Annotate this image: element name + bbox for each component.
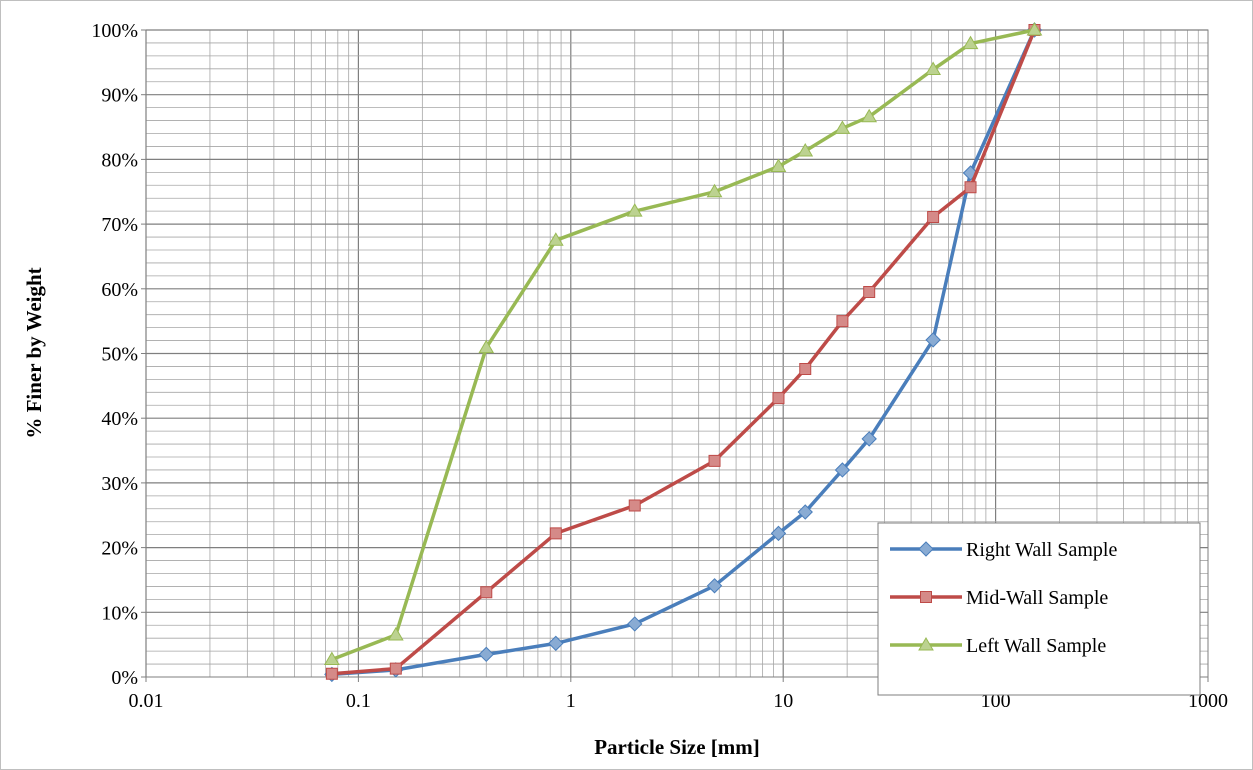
data-point	[389, 662, 402, 675]
data-point	[478, 646, 494, 663]
data-point	[626, 203, 643, 217]
legend-marker-left-wall	[918, 637, 934, 651]
y-tick-label: 90%	[101, 85, 138, 107]
legend-entry-left-wall: Left Wall Sample	[890, 635, 1106, 657]
y-axis-title: % Finer by Weight	[22, 267, 46, 438]
data-point	[387, 626, 404, 641]
series-left-wall	[323, 22, 1043, 666]
y-tick-label: 50%	[101, 344, 138, 366]
data-point	[548, 635, 564, 652]
series-right-wall	[324, 22, 1043, 683]
data-point	[772, 392, 785, 405]
legend-entry-right-wall: Right Wall Sample	[890, 539, 1117, 561]
data-point	[836, 315, 849, 328]
legend-entry-mid-wall: Mid-Wall Sample	[890, 587, 1108, 609]
data-point	[861, 431, 877, 447]
legend-label-mid-wall: Mid-Wall Sample	[966, 587, 1108, 609]
data-point	[323, 651, 340, 666]
y-tick-label: 0%	[111, 667, 138, 689]
data-point	[861, 108, 878, 123]
y-tick-label: 80%	[101, 149, 138, 171]
y-tick-label: 70%	[101, 214, 138, 236]
data-point	[964, 181, 977, 194]
legend-label-right-wall: Right Wall Sample	[966, 539, 1117, 561]
x-axis-title: Particle Size [mm]	[594, 735, 760, 759]
data-point	[325, 667, 338, 680]
data-point	[925, 61, 941, 75]
data-point	[770, 525, 787, 542]
data-point	[706, 183, 723, 198]
data-point	[480, 586, 493, 599]
y-tick-label: 30%	[101, 473, 138, 495]
legend-marker-mid-wall	[920, 591, 932, 603]
legend-box	[877, 522, 1201, 696]
data-point	[927, 210, 940, 223]
y-axis-ticks: 0% 10% 20% 30% 40% 50% 60% 70% 80% 90% 100%	[91, 20, 146, 689]
data-point	[863, 286, 876, 299]
data-point	[628, 499, 641, 512]
data-point	[834, 462, 851, 478]
data-point	[706, 578, 723, 594]
data-point	[547, 232, 564, 246]
y-tick-label: 10%	[101, 602, 138, 624]
x-tick-label: 0.1	[346, 690, 371, 712]
legend-marker-right-wall	[918, 541, 934, 557]
y-tick-label: 40%	[101, 408, 138, 430]
data-point	[962, 35, 979, 50]
data-point	[799, 363, 812, 376]
data-point	[797, 142, 814, 157]
y-tick-label: 100%	[91, 20, 138, 42]
data-point	[834, 120, 851, 134]
y-tick-label: 60%	[101, 279, 138, 301]
data-point	[925, 332, 941, 348]
data-point	[708, 454, 721, 467]
legend-label-left-wall: Left Wall Sample	[966, 635, 1106, 657]
x-tick-label: 0.01	[129, 690, 164, 712]
legend: Right Wall Sample Mid-Wall Sample Left W…	[877, 522, 1201, 696]
data-point	[627, 616, 643, 632]
data-point	[1026, 22, 1043, 36]
data-point	[770, 158, 787, 173]
data-point	[549, 527, 562, 540]
y-tick-label: 20%	[101, 538, 138, 560]
x-tick-label: 10	[773, 690, 793, 712]
x-tick-label: 1	[566, 690, 576, 712]
data-point	[478, 339, 495, 354]
series-layer	[323, 22, 1043, 683]
data-point	[797, 504, 813, 520]
